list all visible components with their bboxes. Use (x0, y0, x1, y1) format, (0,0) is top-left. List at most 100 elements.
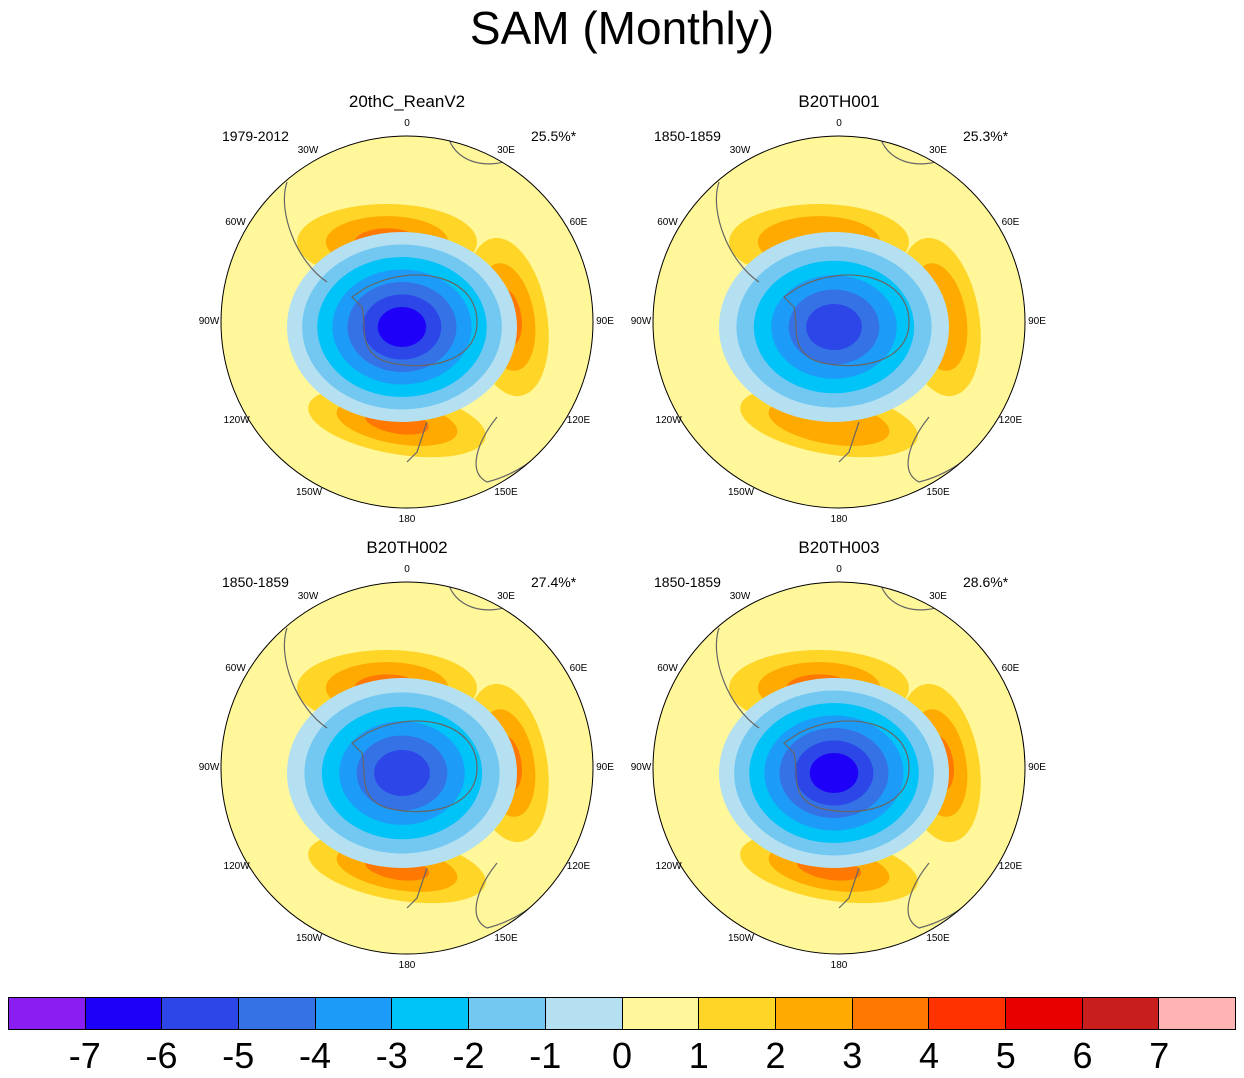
colorbar-tick-label: -2 (452, 1035, 485, 1076)
longitude-label: 60E (1001, 663, 1020, 674)
colorbar-box (238, 997, 316, 1030)
colorbar-tick-label: 2 (765, 1035, 786, 1076)
longitude-label: 30W (297, 144, 319, 156)
panel-title: 20thC_ReanV2 (348, 92, 466, 111)
map-panel-3: B20TH002 1850-1859 27.4%* 0 30E 60E 90E 120E… (197, 538, 617, 971)
longitude-label: 60W (225, 663, 246, 674)
coastline-5 (406, 421, 428, 463)
longitude-label: 30W (729, 144, 751, 156)
longitude-label: 60E (1001, 217, 1020, 228)
longitude-label: 90W (198, 316, 220, 327)
longitude-label: 60W (657, 217, 678, 228)
longitude-label: 0 (404, 564, 410, 575)
map-boundary (220, 581, 594, 955)
longitude-label: 0 (404, 118, 410, 129)
colorbar-tick-label: 0 (611, 1035, 633, 1076)
longitude-label: 150W (728, 933, 755, 945)
panel-period: 1850-1859 (222, 574, 289, 590)
coastline-5 (838, 421, 860, 463)
longitude-label: 60W (657, 663, 678, 674)
colorbar-box (928, 997, 1006, 1030)
longitude-label: 120E (998, 415, 1023, 426)
longitude-label: 120W (655, 415, 682, 426)
panel-title: B20TH001 (798, 92, 880, 111)
longitude-label: 60W (225, 217, 246, 228)
longitude-label: 30E (497, 144, 515, 156)
longitude-label: 90W (630, 762, 652, 773)
polar-map (220, 135, 594, 509)
colorbar-box (774, 997, 853, 1030)
longitude-label: 30E (497, 590, 515, 602)
longitude-label: 180 (830, 514, 848, 525)
longitude-label: 90W (198, 762, 220, 773)
longitude-label: 150E (494, 933, 518, 945)
longitude-label: 90W (630, 316, 652, 327)
panel-period: 1850-1859 (654, 128, 721, 144)
colorbar-tick-label: 1 (688, 1035, 709, 1076)
colorbar-ticks: -7 -6 -5 -4 -3 -2 -1 0 1 2 3 4 5 6 7 (0, 1036, 1244, 1078)
longitude-label: 120E (566, 415, 591, 426)
coastline-1 (783, 274, 910, 367)
longitude-label: 30W (729, 590, 751, 602)
coastline-5 (406, 867, 428, 909)
colorbar-box (161, 997, 240, 1030)
longitude-label: 30E (929, 590, 947, 602)
colorbar-box (314, 997, 393, 1030)
colorbar (8, 997, 1236, 1030)
colorbar-box (698, 997, 776, 1030)
coastline-1 (783, 720, 910, 813)
colorbar-box (1158, 997, 1236, 1030)
colorbar-tick-label: 7 (1149, 1035, 1170, 1076)
longitude-label: 120W (223, 861, 250, 872)
map-boundary (652, 581, 1026, 955)
longitude-label: 60E (569, 663, 588, 674)
longitude-label: 150E (494, 487, 518, 499)
colorbar-box (1081, 997, 1160, 1030)
coastline-5 (838, 867, 860, 909)
colorbar-tick-label: -6 (145, 1035, 178, 1076)
longitude-label: 120E (566, 861, 591, 872)
longitude-label: 90E (1028, 762, 1046, 773)
longitude-label: 90E (596, 316, 614, 327)
polar-map (652, 135, 1026, 509)
panel-period: 1850-1859 (654, 574, 721, 590)
colorbar-box (544, 997, 623, 1030)
colorbar-box (621, 997, 700, 1030)
colorbar-tick-label: -5 (222, 1035, 255, 1076)
colorbar-tick-label: -1 (529, 1035, 562, 1076)
longitude-label: 150W (728, 487, 755, 499)
map-boundary (652, 135, 1026, 509)
coastline-1 (351, 720, 478, 813)
colorbar-tick-label: 6 (1072, 1035, 1093, 1076)
longitude-label: 150W (296, 933, 323, 945)
colorbar-box (391, 997, 470, 1030)
panel-period: 1979-2012 (222, 128, 289, 144)
longitude-label: 30E (929, 144, 947, 156)
longitude-label: 120E (998, 861, 1023, 872)
negative-center-level--7 (809, 753, 859, 793)
negative-center-level--6 (374, 749, 430, 797)
map-panel-1: 20thC_ReanV2 1979-2012 25.5%* 0 30E 60E 90E… (197, 92, 617, 525)
colorbar-tick-label: 4 (918, 1035, 940, 1076)
map-boundary (220, 135, 594, 509)
negative-center-level--6 (806, 303, 862, 351)
colorbar-tick-label: -4 (298, 1035, 332, 1076)
coastline-2 (283, 627, 328, 729)
longitude-label: 0 (836, 564, 842, 575)
colorbar-box (1004, 997, 1083, 1030)
map-panel-2: B20TH001 1850-1859 25.3%* 0 30E 60E 90E 120E… (629, 92, 1049, 525)
longitude-label: 150E (926, 487, 950, 499)
panel-variance: 28.6%* (963, 574, 1009, 590)
longitude-label: 180 (830, 960, 848, 971)
longitude-label: 120W (655, 861, 682, 872)
colorbar-box (468, 997, 546, 1030)
longitude-label: 150E (926, 933, 950, 945)
colorbar-box (851, 997, 930, 1030)
longitude-label: 150W (296, 487, 323, 499)
colorbar-tick-label: -7 (68, 1035, 101, 1076)
map-panel-4: B20TH003 1850-1859 28.6%* 0 30E 60E 90E 120E… (629, 538, 1049, 971)
coastline-2 (283, 181, 328, 283)
panel-variance: 25.3%* (963, 128, 1009, 144)
longitude-label: 30W (297, 590, 319, 602)
coastline-2 (715, 627, 760, 729)
